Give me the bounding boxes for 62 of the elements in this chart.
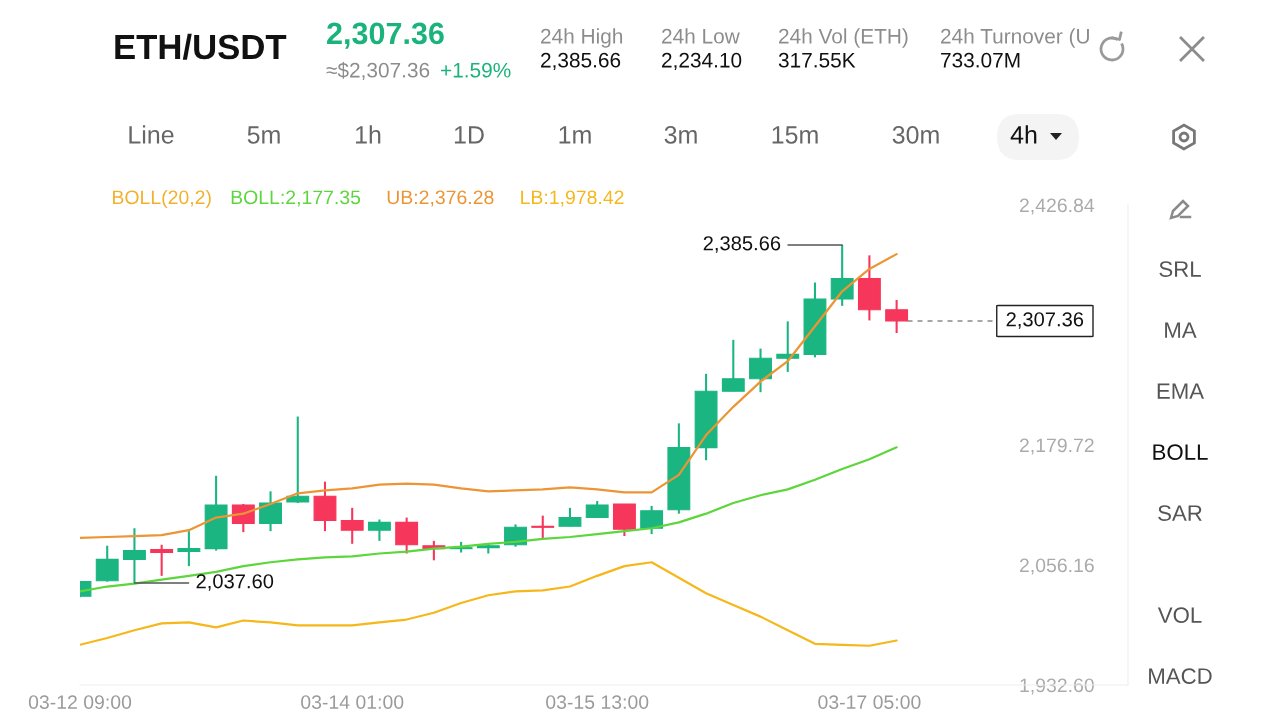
candlestick — [721, 338, 745, 393]
text: 1D — [454, 126, 484, 144]
text: 4h — [1010, 125, 1037, 144]
text: LB:1,978.42 — [521, 190, 624, 207]
text: 2,234.10 — [662, 52, 742, 71]
text: Line — [129, 125, 174, 144]
candlestick — [150, 543, 174, 577]
text: 24h Turnover (U — [941, 28, 1089, 48]
text: EMA — [1157, 383, 1205, 399]
y-tick-label: 2,179.72 — [1019, 438, 1094, 455]
candlestick — [95, 544, 119, 583]
text: +1.59% — [441, 62, 511, 78]
candlestick — [749, 347, 772, 394]
candlestick — [122, 527, 146, 585]
text: 24h Vol (ETH) — [779, 28, 908, 48]
text: 5m — [247, 126, 280, 144]
y-tick-label: 2,056.16 — [1019, 558, 1094, 575]
text: 3m — [664, 126, 697, 144]
candlestick — [830, 243, 854, 307]
text: UB:2,376.28 — [387, 190, 494, 207]
text: ETH/USDT — [115, 33, 287, 60]
x-tick-label: 03-15 13:00 — [546, 695, 649, 709]
candlestick — [286, 415, 310, 505]
candlestick — [177, 530, 201, 568]
line-series — [80, 252, 898, 540]
candlestick — [885, 298, 909, 335]
text: SRL — [1159, 261, 1201, 277]
text: MACD — [1149, 668, 1212, 684]
text: 317.55K — [778, 52, 856, 68]
candlestick — [259, 490, 282, 533]
y-tick-label: 2,426.84 — [1019, 198, 1095, 215]
text: VOL — [1157, 607, 1202, 623]
text: 30m — [892, 126, 939, 144]
text: MA — [1165, 322, 1197, 338]
candlestick — [640, 504, 664, 536]
candlestick — [558, 506, 582, 528]
text: 15m — [772, 126, 818, 144]
text: 2,307.36 — [327, 22, 444, 49]
annotation: 2,037.60 — [196, 574, 274, 591]
x-tick-label: 03-17 05:00 — [818, 695, 921, 709]
candlestick — [367, 518, 391, 542]
candlestick — [395, 516, 419, 555]
line-series — [80, 561, 898, 647]
annotation: 2,307.36 — [1006, 312, 1084, 329]
legend-title: BOLL(20,2) — [113, 189, 211, 209]
candlestick — [531, 514, 555, 540]
text: BOLL — [1153, 444, 1208, 460]
text: 24h High — [541, 28, 623, 48]
y-tick-label: 1,932.60 — [1020, 678, 1094, 695]
text: 1h — [356, 125, 381, 144]
text: 1m — [559, 126, 591, 144]
text: 733.07M — [941, 52, 1020, 68]
text: 2,385.66 — [541, 52, 621, 71]
x-tick-label: 03-14 01:00 — [301, 695, 404, 709]
candlestick — [340, 506, 364, 545]
text: ≈$2,307.36 — [326, 61, 430, 81]
annotation: 2,385.66 — [703, 236, 781, 253]
text: BOLL:2,177.35 — [231, 190, 361, 207]
text: 24h Low — [662, 28, 740, 44]
line-series — [80, 446, 898, 593]
text: SAR — [1158, 505, 1202, 521]
x-tick-label: 03-12 09:00 — [28, 695, 132, 709]
